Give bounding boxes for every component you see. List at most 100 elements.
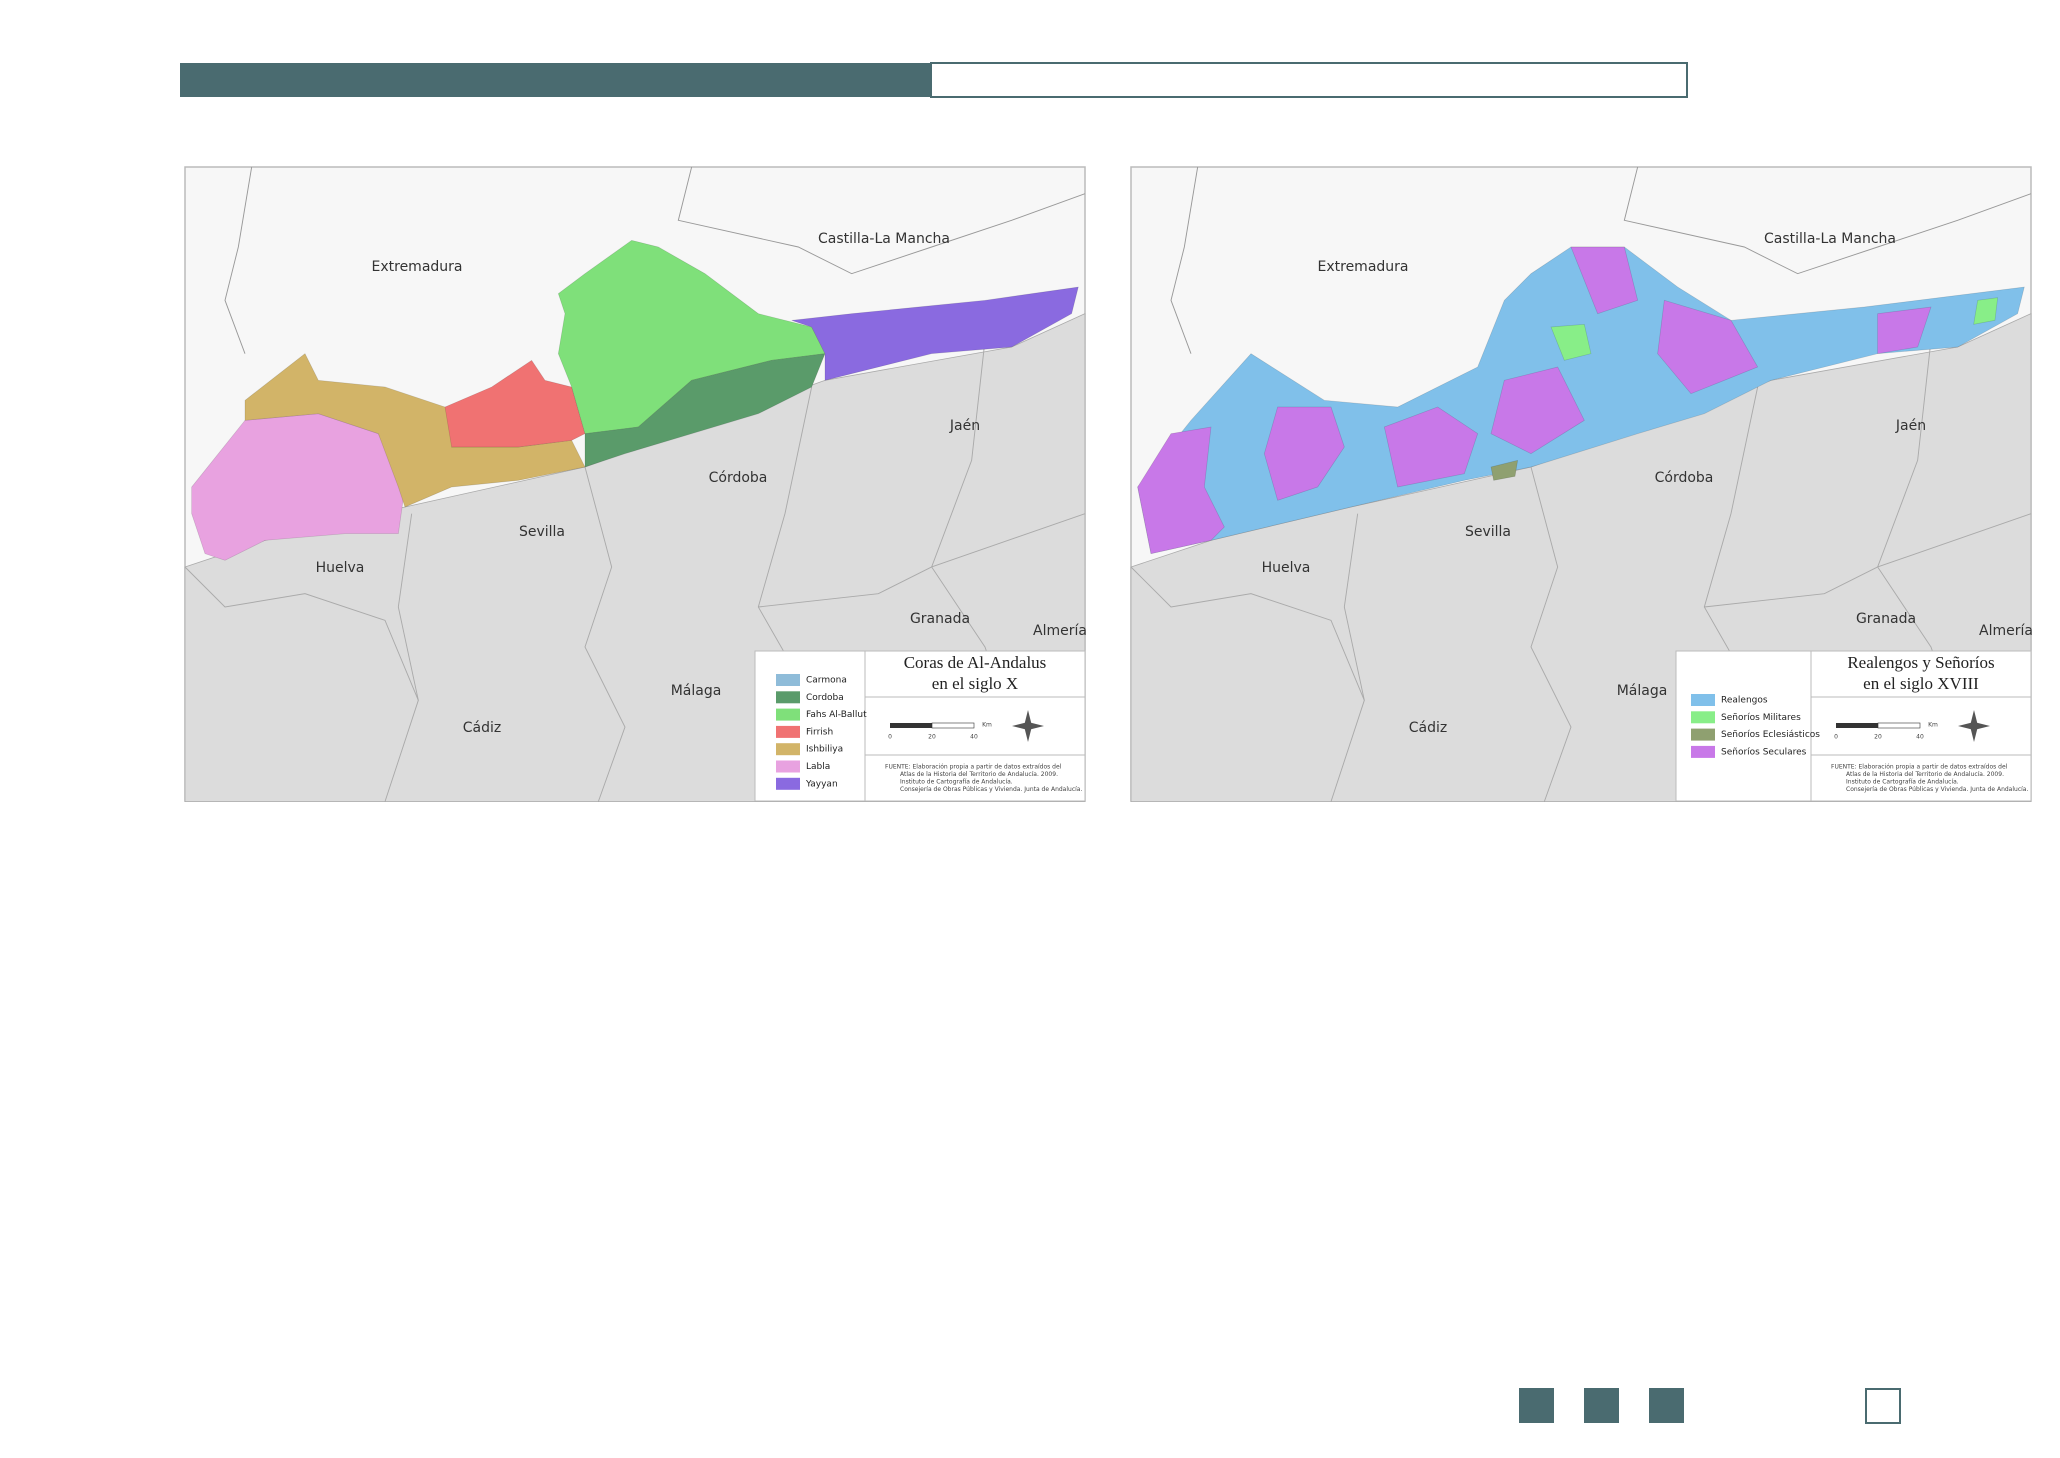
province-border — [184, 566, 419, 701]
region — [1877, 306, 1932, 355]
map: Extremadura Castilla-La Mancha Jaén Córdoba… — [184, 166, 1087, 803]
header-bar-outline — [930, 62, 1688, 98]
region — [1550, 323, 1592, 361]
place-label: Cádiz — [463, 720, 501, 736]
scale-label: 20 — [928, 734, 936, 741]
region — [1263, 406, 1345, 501]
place-label: Extremadura — [1318, 259, 1409, 275]
legend-label: Fahs Al-Ballut — [806, 710, 867, 720]
province-border — [1130, 566, 1365, 701]
place-label: Almería — [1033, 623, 1087, 639]
scale-label: 40 — [1916, 734, 1924, 741]
place-label: Málaga — [671, 683, 722, 699]
place-label: Almería — [1979, 623, 2033, 639]
legend-label: Ishbiliya — [806, 745, 843, 755]
scale-bar — [931, 722, 975, 729]
place-label: Castilla-La Mancha — [1764, 231, 1896, 247]
place-label: Castilla-La Mancha — [818, 231, 950, 247]
legend-swatch — [1691, 745, 1715, 758]
legend-swatch — [776, 743, 800, 756]
map: Extremadura Castilla-La Mancha Jaén Córdoba… — [1130, 166, 2033, 803]
source-text: FUENTE: Elaboración propia a partir de d… — [1831, 764, 2008, 771]
scale-bar — [1836, 723, 1878, 728]
legend-label: Señoríos Seculares — [1721, 747, 1807, 757]
legend-swatch — [776, 674, 800, 686]
source-text: Atlas de la Historia del Territorio de A… — [1846, 771, 2004, 778]
place-label: Jaén — [1895, 418, 1926, 434]
legend-swatch — [1691, 694, 1715, 706]
legend-swatch — [1691, 711, 1715, 724]
scale-label: 40 — [970, 734, 978, 741]
source-text: Consejería de Obras Públicas y Vivienda.… — [1846, 786, 2028, 793]
legend-swatch — [776, 725, 800, 738]
place-label: Granada — [910, 611, 970, 627]
province-border — [758, 513, 1086, 608]
place-label: Granada — [1856, 611, 1916, 627]
legend-swatch — [776, 708, 800, 721]
region — [1490, 366, 1585, 455]
legend-label: Señoríos Eclesiásticos — [1721, 730, 1820, 740]
place-label: Córdoba — [709, 470, 768, 486]
province-border — [1623, 166, 2032, 275]
scale-label: Km — [1928, 722, 1938, 729]
legend-label: Realengos — [1721, 696, 1768, 706]
source-text: Atlas de la Historia del Territorio de A… — [900, 771, 1058, 778]
header-bar — [180, 63, 931, 97]
legend-title: Coras de Al-Andalus — [904, 653, 1047, 672]
legend-title: en el siglo X — [932, 674, 1018, 693]
province-border — [224, 166, 253, 354]
region — [1657, 299, 1759, 395]
legend-swatch — [776, 777, 800, 790]
source-text: Instituto de Cartografía de Andalucía. — [1846, 779, 1959, 786]
nav-square — [1584, 1388, 1619, 1423]
scale-label: 20 — [1874, 734, 1882, 741]
province-border — [677, 166, 1086, 275]
scale-label: Km — [982, 722, 992, 729]
region — [791, 286, 1079, 381]
source-text: FUENTE: Elaboración propia a partir de d… — [885, 764, 1062, 771]
province-border — [1704, 513, 2032, 608]
place-label: Huelva — [1262, 560, 1311, 576]
region — [1137, 426, 1225, 555]
source-text: Consejería de Obras Públicas y Vivienda.… — [900, 786, 1082, 793]
province-border — [1530, 466, 1572, 802]
legend-swatch — [776, 691, 800, 704]
province-border — [1170, 166, 1199, 354]
legend-swatch — [1691, 728, 1715, 741]
place-label: Cádiz — [1409, 720, 1447, 736]
scale-bar — [1877, 722, 1921, 729]
legend-label: Yayyan — [805, 779, 838, 789]
scale-label: 0 — [888, 734, 892, 741]
region — [1490, 459, 1519, 481]
province-border — [1330, 513, 1365, 802]
legend-label: Carmona — [806, 676, 847, 686]
legend-label: Firrish — [806, 727, 833, 737]
nav-square — [1649, 1388, 1684, 1423]
legend-swatch — [776, 760, 800, 773]
legend-title: Realengos y Señoríos — [1847, 653, 1994, 672]
nav-square — [1519, 1388, 1554, 1423]
place-label: Córdoba — [1655, 470, 1714, 486]
source-text: Instituto de Cartografía de Andalucía. — [900, 779, 1013, 786]
region — [1137, 246, 2025, 555]
legend-label: Señoríos Militares — [1721, 713, 1801, 723]
place-label: Jaén — [949, 418, 980, 434]
nav-square-outline — [1865, 1388, 1901, 1424]
province-border — [584, 466, 626, 802]
north-arrow — [1958, 710, 1990, 742]
north-arrow — [1012, 710, 1044, 742]
place-label: Huelva — [316, 560, 365, 576]
place-label: Málaga — [1617, 683, 1668, 699]
scale-label: 0 — [1834, 734, 1838, 741]
scale-bar — [890, 723, 932, 728]
place-label: Sevilla — [519, 524, 565, 540]
legend-label: Labla — [806, 762, 830, 772]
province-border — [384, 513, 419, 802]
place-label: Extremadura — [372, 259, 463, 275]
region — [1973, 297, 1999, 325]
region — [1570, 246, 1639, 315]
region — [584, 353, 826, 468]
legend-label: Cordoba — [806, 693, 844, 703]
legend-title: en el siglo XVIII — [1863, 674, 1979, 693]
region — [1383, 406, 1479, 488]
